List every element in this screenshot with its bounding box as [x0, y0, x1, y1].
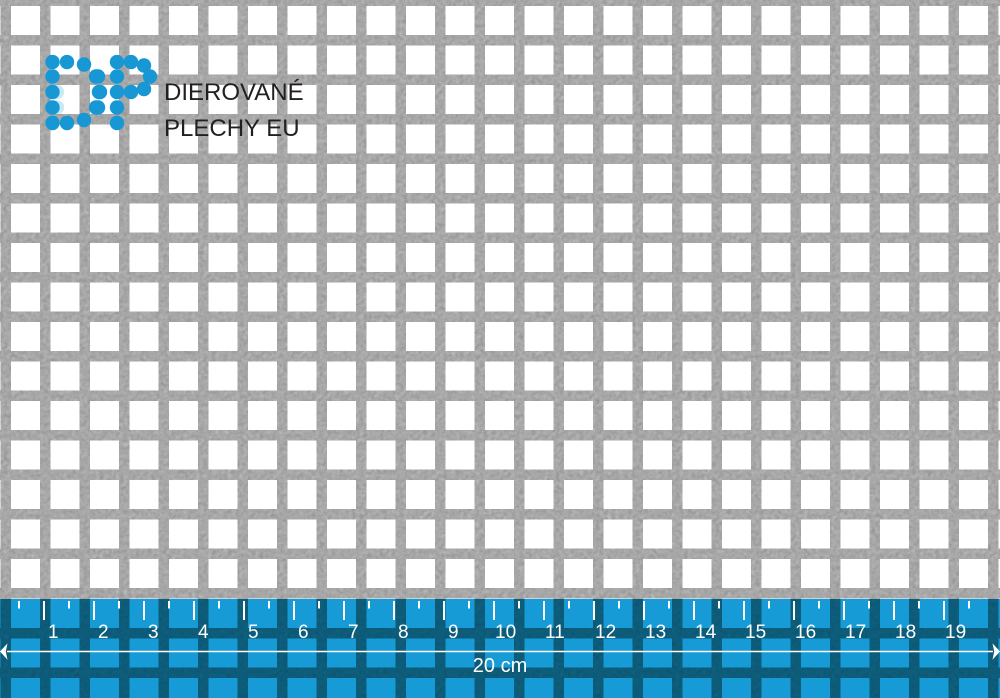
svg-text:4: 4	[198, 622, 209, 643]
svg-text:10: 10	[495, 622, 516, 643]
svg-text:12: 12	[595, 622, 616, 643]
svg-text:5: 5	[248, 622, 259, 643]
svg-text:13: 13	[645, 622, 666, 643]
svg-text:3: 3	[148, 622, 159, 643]
svg-text:7: 7	[348, 622, 359, 643]
svg-text:20 cm: 20 cm	[473, 655, 527, 677]
svg-text:1: 1	[48, 622, 59, 643]
svg-text:14: 14	[695, 622, 717, 643]
svg-text:19: 19	[945, 622, 966, 643]
svg-text:6: 6	[298, 622, 309, 643]
svg-text:8: 8	[398, 622, 409, 643]
svg-text:16: 16	[795, 622, 816, 643]
svg-text:2: 2	[98, 622, 109, 643]
svg-text:17: 17	[845, 622, 866, 643]
svg-text:18: 18	[895, 622, 916, 643]
svg-text:15: 15	[745, 622, 766, 643]
svg-text:11: 11	[545, 622, 565, 643]
svg-text:9: 9	[448, 622, 459, 643]
